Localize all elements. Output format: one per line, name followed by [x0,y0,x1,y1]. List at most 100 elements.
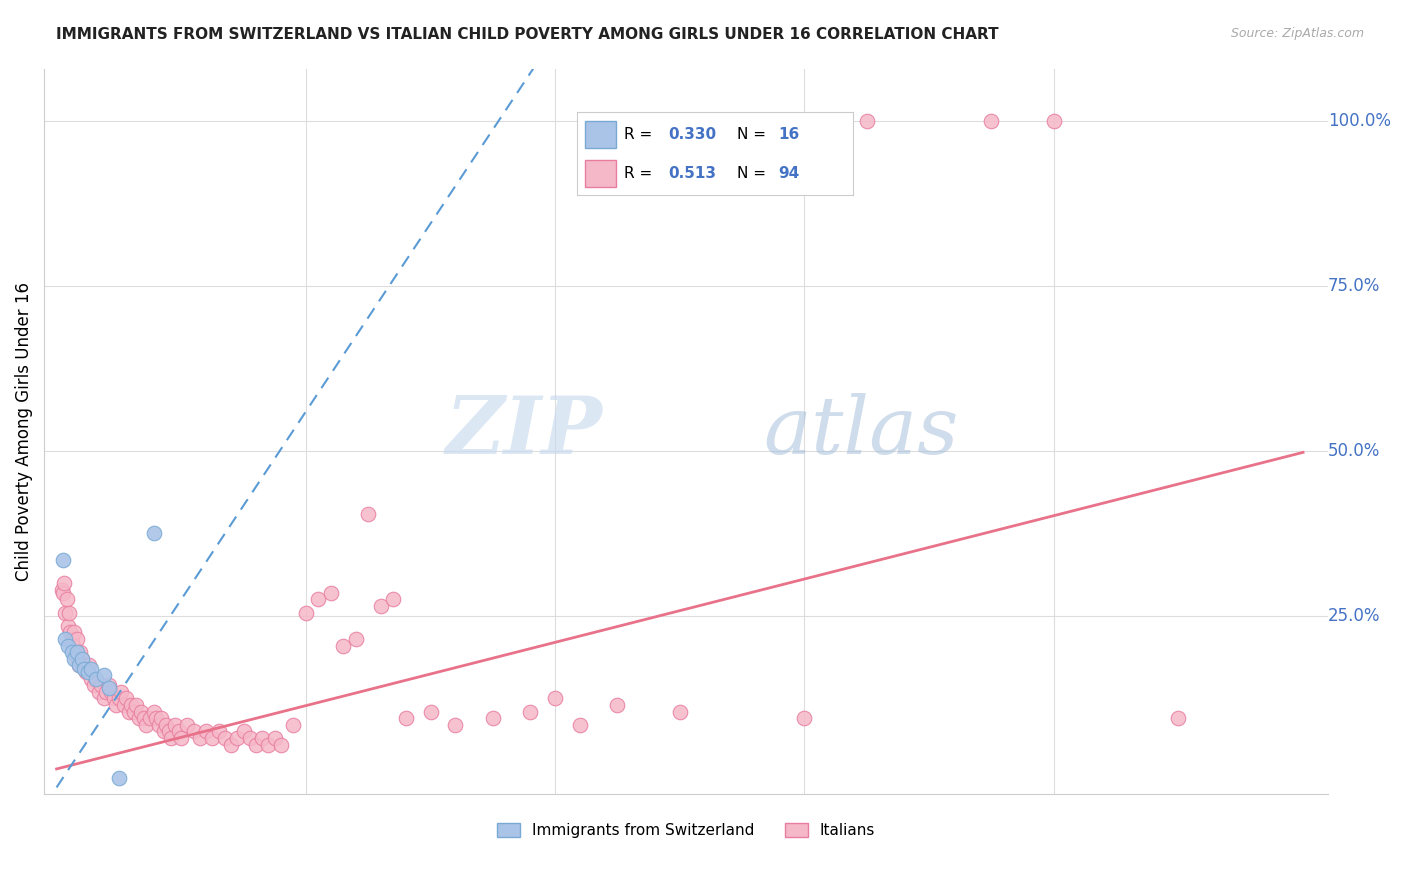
Point [201,731,224,745]
Point [544,691,567,706]
Point [65,645,87,659]
Text: Source: ZipAtlas.com: Source: ZipAtlas.com [1230,27,1364,40]
Point [52,586,75,600]
Point [160,731,183,745]
Point [53,606,76,620]
Point [58,606,80,620]
Point [319,586,342,600]
Y-axis label: Child Poverty Among Girls Under 16: Child Poverty Among Girls Under 16 [15,282,32,581]
Point [270,738,292,752]
Point [108,771,131,785]
Point [142,705,165,719]
Point [519,705,541,719]
Point [307,592,329,607]
Point [283,718,305,732]
Point [63,625,86,640]
Point [155,718,177,732]
Point [444,718,467,732]
Point [62,639,84,653]
Point [90,678,112,692]
Point [77,658,100,673]
Point [100,685,122,699]
Text: 50.0%: 50.0% [1329,442,1381,460]
Point [122,705,145,719]
Point [125,698,148,712]
Point [1167,711,1189,725]
Point [183,724,205,739]
Point [70,652,93,666]
Point [139,711,162,725]
Point [118,705,141,719]
Point [167,724,190,739]
Point [87,685,110,699]
Point [86,672,108,686]
Point [131,705,153,719]
Point [65,632,87,646]
Legend: Immigrants from Switzerland, Italians: Immigrants from Switzerland, Italians [491,817,882,845]
Point [55,592,77,607]
Point [60,632,83,646]
Point [115,691,138,706]
Point [120,698,142,712]
Point [344,632,367,646]
Point [239,731,262,745]
Point [93,691,115,706]
Point [245,738,267,752]
Point [252,731,274,745]
Point [195,724,218,739]
Point [59,625,82,640]
Point [332,639,354,653]
Point [93,668,115,682]
Point [219,738,242,752]
Point [176,718,198,732]
Point [105,698,128,712]
Point [148,718,170,732]
Point [394,711,416,725]
Point [855,114,877,128]
Text: 75.0%: 75.0% [1329,277,1381,295]
Point [232,724,254,739]
Point [142,526,165,541]
Point [63,652,86,666]
Point [170,731,193,745]
Point [97,681,120,696]
Point [669,705,692,719]
Point [482,711,505,725]
Point [53,576,76,591]
Point [53,632,76,646]
Point [145,711,167,725]
Point [73,658,96,673]
Point [110,685,132,699]
Point [112,698,135,712]
Point [150,711,173,725]
Point [76,665,98,679]
Point [51,582,73,597]
Point [1042,114,1064,128]
Point [69,645,91,659]
Point [56,639,79,653]
Point [80,672,103,686]
Point [73,662,96,676]
Point [108,691,131,706]
Point [226,731,249,745]
Point [60,645,83,659]
Point [66,652,89,666]
Point [97,678,120,692]
Point [606,698,628,712]
Point [163,718,186,732]
Point [76,665,98,679]
Point [70,652,93,666]
Point [132,711,155,725]
Point [157,724,180,739]
Point [569,718,592,732]
Text: IMMIGRANTS FROM SWITZERLAND VS ITALIAN CHILD POVERTY AMONG GIRLS UNDER 16 CORREL: IMMIGRANTS FROM SWITZERLAND VS ITALIAN C… [56,27,998,42]
Point [128,711,150,725]
Point [56,619,79,633]
Point [67,658,90,673]
Text: 100.0%: 100.0% [1329,112,1391,130]
Point [257,738,280,752]
Point [83,678,105,692]
Point [188,731,211,745]
Point [207,724,229,739]
Point [370,599,392,613]
